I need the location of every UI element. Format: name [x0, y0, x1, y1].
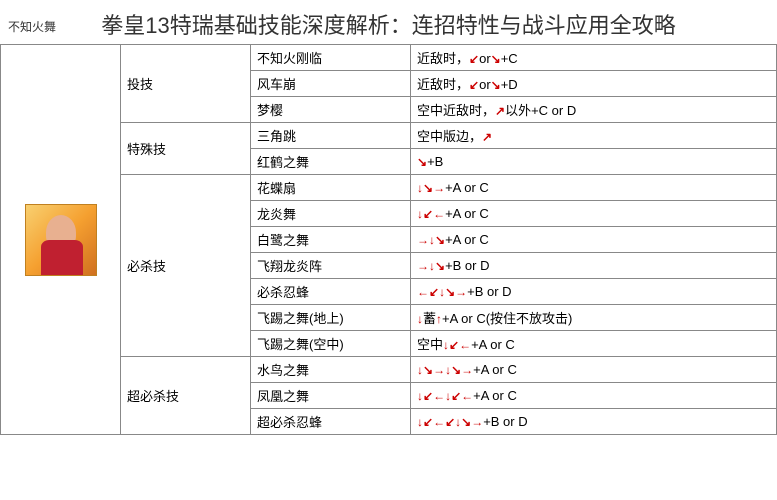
character-portrait: [25, 204, 97, 276]
skill-category: 投技: [121, 45, 251, 123]
skill-command: ↘+B: [411, 149, 777, 175]
skill-command: →↓↘+A or C: [411, 227, 777, 253]
skill-command: →↓↘+B or D: [411, 253, 777, 279]
skill-name: 凤凰之舞: [251, 383, 411, 409]
skill-name: 白鹭之舞: [251, 227, 411, 253]
skill-command: 近敌时，↙or↘+C: [411, 45, 777, 71]
skill-name: 花蝶扇: [251, 175, 411, 201]
skill-name: 必杀忍蜂: [251, 279, 411, 305]
skill-command: 近敌时，↙or↘+D: [411, 71, 777, 97]
skill-command: 空中版边，↗: [411, 123, 777, 149]
skill-name: 超必杀忍蜂: [251, 409, 411, 435]
skill-command: ↓↘→+A or C: [411, 175, 777, 201]
skill-command: ↓↘→↓↘→+A or C: [411, 357, 777, 383]
skill-command: ↓蓄↑+A or C(按住不放攻击): [411, 305, 777, 331]
skill-name: 不知火刚临: [251, 45, 411, 71]
skill-category: 特殊技: [121, 123, 251, 175]
skill-name: 龙炎舞: [251, 201, 411, 227]
table-row: 投技不知火刚临近敌时，↙or↘+C: [1, 45, 777, 71]
skill-name: 三角跳: [251, 123, 411, 149]
skill-category: 超必杀技: [121, 357, 251, 435]
skill-command: 空中近敌时，↗以外+C or D: [411, 97, 777, 123]
skill-command: ←↙↓↘→+B or D: [411, 279, 777, 305]
page-title: 拳皇13特瑞基础技能深度解析：连招特性与战斗应用全攻略: [0, 0, 777, 44]
skill-name: 风车崩: [251, 71, 411, 97]
skill-command: ↓↙←↙↓↘→+B or D: [411, 409, 777, 435]
skill-command: 空中↓↙←+A or C: [411, 331, 777, 357]
skill-category: 必杀技: [121, 175, 251, 357]
skill-name: 飞踢之舞(空中): [251, 331, 411, 357]
skill-name: 梦樱: [251, 97, 411, 123]
skill-command: ↓↙←↓↙←+A or C: [411, 383, 777, 409]
skill-command: ↓↙←+A or C: [411, 201, 777, 227]
header-tab: 不知火舞: [8, 18, 56, 35]
character-portrait-cell: [1, 45, 121, 435]
skill-name: 飞踢之舞(地上): [251, 305, 411, 331]
skills-table: 投技不知火刚临近敌时，↙or↘+C风车崩近敌时，↙or↘+D梦樱空中近敌时，↗以…: [0, 44, 777, 435]
skill-name: 红鹤之舞: [251, 149, 411, 175]
skill-name: 飞翔龙炎阵: [251, 253, 411, 279]
skill-name: 水鸟之舞: [251, 357, 411, 383]
